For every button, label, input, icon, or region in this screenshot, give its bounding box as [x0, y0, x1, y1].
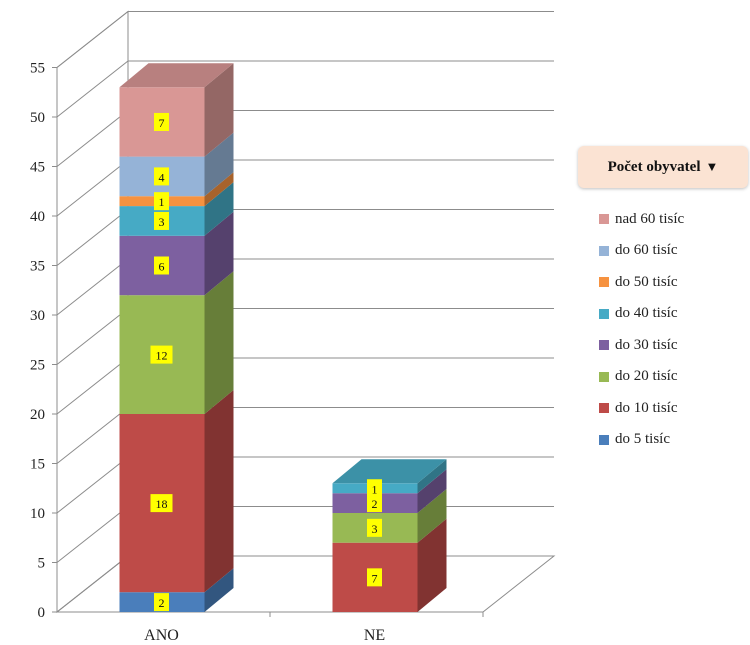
bar-stack [119, 63, 234, 612]
data-label: 3 [159, 215, 165, 229]
bar-segment-side [204, 182, 234, 236]
data-label: 1 [372, 482, 378, 496]
bar-stack [332, 459, 447, 612]
bar-segment-side [204, 132, 234, 197]
y-tick-label: 15 [30, 457, 45, 473]
category-label: ANO [144, 627, 179, 644]
legend-item: nad 60 tisíc [599, 209, 684, 229]
legend-swatch [599, 340, 609, 350]
data-label-box [154, 593, 169, 612]
y-tick-label: 30 [30, 308, 45, 324]
data-label-box [367, 494, 382, 513]
legend-label: do 30 tisíc [615, 336, 678, 353]
legend-label: do 40 tisíc [615, 305, 678, 321]
legend-label: do 20 tisíc [615, 368, 678, 384]
legend-swatch [599, 403, 609, 413]
data-label: 4 [159, 170, 165, 184]
bar-segment-side [417, 459, 447, 494]
y-tick-label: 40 [30, 209, 45, 225]
y-tick-label: 5 [38, 556, 46, 572]
data-label-box [154, 192, 169, 211]
y-tick-label: 35 [30, 259, 45, 275]
legend-swatch [599, 434, 609, 445]
bar-segment-side [204, 63, 234, 157]
bar-segment-side [417, 518, 447, 612]
y-tick-label: 20 [30, 407, 45, 423]
data-label-box [150, 494, 173, 513]
legend-item: do 20 tisíc [599, 367, 678, 387]
data-label-box [150, 345, 173, 364]
bar-segment-side [204, 172, 234, 207]
legend-label: do 60 tisíc [615, 242, 678, 258]
bar-segment-side [204, 271, 234, 414]
data-label-box [154, 112, 169, 131]
legend-item: do 10 tisíc [599, 398, 678, 418]
data-label-box [154, 167, 169, 186]
data-label: 3 [372, 522, 378, 536]
gridline [56, 60, 554, 118]
legend-item: do 40 tisíc [599, 304, 678, 324]
bar-segment-top [119, 63, 234, 88]
y-tick-label: 0 [38, 605, 46, 621]
data-label-box [367, 568, 382, 587]
data-label: 6 [159, 260, 165, 274]
data-label: 2 [159, 596, 165, 610]
legend-swatch [599, 245, 609, 256]
data-label-box [154, 256, 169, 275]
data-label: 7 [372, 571, 378, 585]
data-label: 7 [159, 116, 165, 130]
data-label: 18 [156, 497, 168, 511]
bar-segment-side [417, 489, 447, 543]
bar-segment-side [417, 469, 447, 513]
data-label: 1 [159, 195, 165, 209]
data-label: 2 [372, 497, 378, 511]
bar-segment-top [332, 459, 447, 484]
legend-item: do 50 tisíc [599, 272, 678, 292]
bar-segment-side [204, 211, 234, 296]
legend-label: do 5 tisíc [615, 431, 670, 447]
gridline [56, 11, 554, 68]
legend-title-text: Počet obyvatel [607, 158, 701, 175]
side-wall [56, 10, 129, 614]
bar-segment-side [204, 568, 234, 612]
legend-label: nad 60 tisíc [615, 210, 685, 227]
legend-swatch [599, 308, 609, 319]
legend-swatch [599, 214, 609, 224]
y-tick-label: 50 [30, 110, 45, 126]
data-label: 12 [156, 349, 168, 363]
data-label-box [367, 479, 382, 498]
y-tick-label: 10 [30, 506, 45, 522]
legend-item: do 30 tisíc [599, 335, 678, 355]
dropdown-arrow-icon: ▼ [705, 159, 719, 174]
legend-label: do 10 tisíc [615, 399, 678, 416]
bar-segment-side [204, 390, 234, 593]
legend-item: do 5 tisíc [599, 430, 670, 450]
y-tick-label: 55 [30, 61, 45, 77]
legend-swatch [599, 277, 609, 287]
y-tick-label: 45 [30, 160, 45, 176]
legend-label: do 50 tisíc [615, 273, 678, 290]
y-tick-label: 25 [30, 358, 45, 374]
category-label: NE [364, 627, 385, 644]
legend-swatch [599, 371, 609, 382]
data-label-box [367, 518, 382, 537]
legend-item: do 60 tisíc [599, 241, 678, 261]
legend-title-button[interactable]: Počet obyvatel ▼ [578, 146, 748, 188]
data-label-box [154, 211, 169, 230]
